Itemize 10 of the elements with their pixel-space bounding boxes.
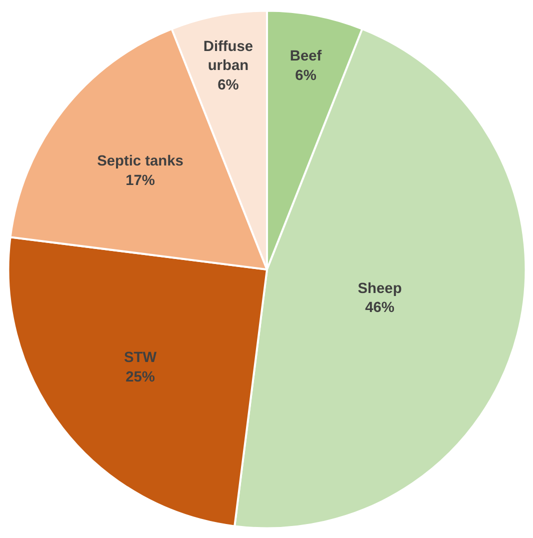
slice-label: Sheep <box>358 280 402 297</box>
data-label: 46% <box>365 300 394 316</box>
data-label: 17% <box>126 172 155 189</box>
slice-label: STW <box>124 350 157 366</box>
slice-label: Diffuse urban <box>203 39 254 74</box>
data-label: 25% <box>126 369 155 386</box>
slice-label: Septic tanks <box>97 154 184 170</box>
data-label: 6% <box>295 68 316 84</box>
data-label: 6% <box>218 77 239 94</box>
slice-label: Beef <box>290 48 322 65</box>
